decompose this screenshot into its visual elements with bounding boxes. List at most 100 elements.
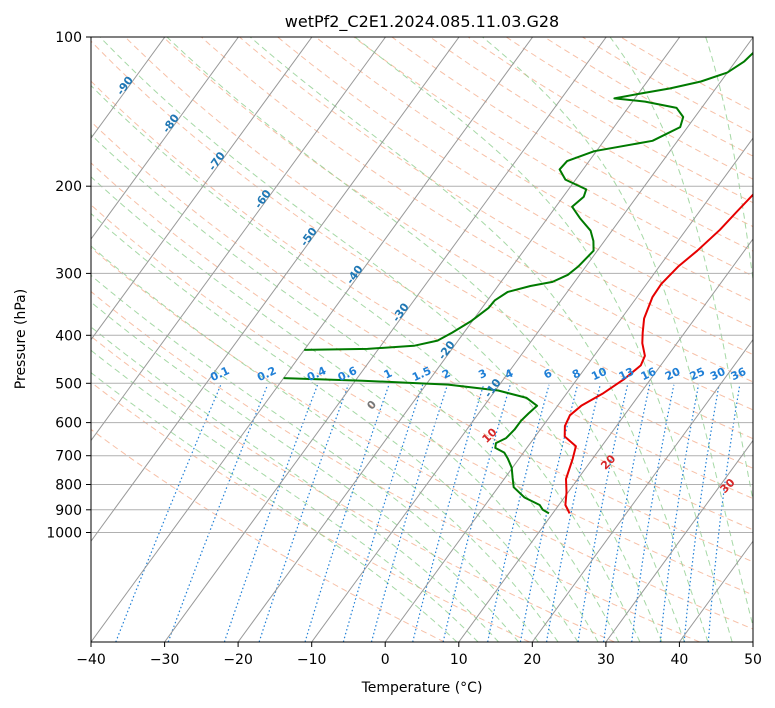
x-tick-label: −40: [76, 652, 106, 668]
dry-adiabat-line: [91, 247, 753, 630]
moist-adiabat-line: [609, 37, 753, 503]
plot-frame: [90, 36, 754, 643]
mixing-ratio-line: [707, 384, 741, 642]
y-tick-label: 300: [55, 266, 82, 282]
moist-adiabat-line: [354, 37, 733, 642]
moist-adiabat-line: [249, 37, 709, 642]
x-axis-label: Temperature (°C): [361, 680, 483, 696]
isotherm-label: -60: [252, 187, 274, 211]
y-tick-label: 900: [55, 503, 82, 519]
isotherm-line: [91, 37, 534, 642]
dry-adiabat-line: [200, 37, 753, 383]
isotherm-label: -50: [298, 225, 320, 249]
y-tick-label: 1000: [46, 526, 82, 542]
dry-adiabat-line: [162, 37, 753, 411]
dry-adiabat-line: [91, 204, 753, 596]
mixing-ratio-line: [487, 384, 550, 642]
mixing-ratio-line: [342, 384, 424, 642]
mixing-ratio-line: [115, 384, 222, 642]
isotherm-line: [678, 540, 753, 642]
x-tick-label: −20: [223, 652, 253, 668]
background-lines: [91, 37, 753, 642]
isotherm-line: [531, 338, 753, 642]
isotherm-line: [605, 439, 753, 642]
isotherm-line: [458, 238, 753, 642]
moist-adiabat-line: [482, 37, 753, 628]
profiles: [283, 51, 753, 515]
mixing-ratio-line: [442, 384, 511, 642]
temperature-line: [563, 193, 753, 514]
moist-adiabat-line: [91, 371, 458, 642]
mixing-ratio-line: [412, 384, 485, 642]
dry-adiabat-line: [581, 37, 753, 134]
moist-adiabat-line: [91, 133, 620, 642]
isotherm-label: -20: [436, 338, 458, 362]
moist-adiabat-line: [91, 212, 579, 642]
x-tick-label: 40: [670, 652, 688, 668]
mixing-ratio-label: 1: [382, 367, 394, 382]
y-tick-label: 800: [55, 478, 82, 494]
dry-adiabat-line: [91, 381, 530, 642]
isotherm-label: -40: [344, 263, 366, 287]
isotherm-line: [237, 37, 681, 642]
mixing-ratio-label: 30: [708, 365, 728, 383]
x-tick-label: −30: [150, 652, 180, 668]
x-tick-label: −10: [297, 652, 327, 668]
dry-adiabat-line: [91, 80, 753, 500]
mixing-ratio-line: [223, 384, 319, 642]
grid-lines: [91, 37, 753, 642]
moist-adiabat-line: [91, 176, 599, 642]
isotherm-line: [91, 37, 313, 341]
y-tick-label: 500: [55, 376, 82, 392]
mixing-ratio-label: 36: [729, 365, 749, 383]
isotherm-line: [311, 37, 753, 642]
mixing-ratio-label: 1.5: [410, 364, 433, 384]
moist-adiabat-line: [91, 301, 520, 642]
dry-adiabat-line: [91, 120, 753, 531]
y-tick-label: 400: [55, 328, 82, 344]
isotherm-label: -80: [160, 111, 182, 135]
dry-adiabat-line: [353, 37, 753, 277]
y-tick-label: 600: [55, 416, 82, 432]
mixing-ratio-line: [167, 384, 269, 642]
x-tick-label: 10: [450, 652, 468, 668]
y-tick-label: 200: [55, 179, 82, 195]
moist-adiabat-line: [91, 274, 539, 642]
moist-adiabat-line: [91, 84, 641, 642]
dewpoint-line: [283, 51, 753, 515]
moist-adiabat-line: [91, 245, 559, 642]
isotherm-line: [91, 37, 240, 240]
moist-adiabat-line: [91, 326, 500, 642]
moist-adiabat-line: [91, 349, 479, 642]
isotherm-line: [91, 37, 460, 543]
y-axis-label: Pressure (hPa): [13, 289, 29, 389]
y-tick-label: 100: [55, 30, 82, 46]
y-tick-label: 700: [55, 449, 82, 465]
mixing-ratio-label: 16: [639, 365, 659, 383]
dry-adiabat-label: 20: [598, 452, 618, 472]
mixing-ratio-label: 20: [663, 365, 683, 383]
dry-adiabat-line: [391, 37, 753, 252]
isotherm-line: [91, 37, 166, 139]
isotherm-line: [752, 641, 753, 642]
mixing-ratio-label: 3: [476, 367, 488, 382]
mixing-ratio-line: [603, 384, 651, 642]
dry-adiabat-line: [314, 37, 753, 303]
dry-adiabat-line: [91, 290, 700, 642]
isotherm-line: [164, 37, 607, 642]
x-tick-label: 0: [381, 652, 390, 668]
dry-adiabat-line: [467, 37, 753, 204]
y-axis-ticks: 100 200 300 400 500 600 700 800 900 1000: [46, 30, 91, 542]
isotherm-label: -70: [206, 149, 228, 173]
mixing-ratio-label: 0.1: [208, 364, 231, 384]
mixing-ratio-label: 25: [688, 365, 707, 383]
dry-adiabat-label: 0: [364, 398, 379, 413]
mixing-ratio-line: [304, 384, 390, 642]
dry-adiabat-line: [91, 162, 753, 563]
x-tick-label: 30: [597, 652, 615, 668]
mixing-ratio-line: [683, 384, 720, 642]
mixing-ratio-label: 0.2: [255, 364, 278, 384]
dry-adiabat-line: [619, 37, 753, 112]
dry-adiabat-line: [276, 37, 753, 329]
